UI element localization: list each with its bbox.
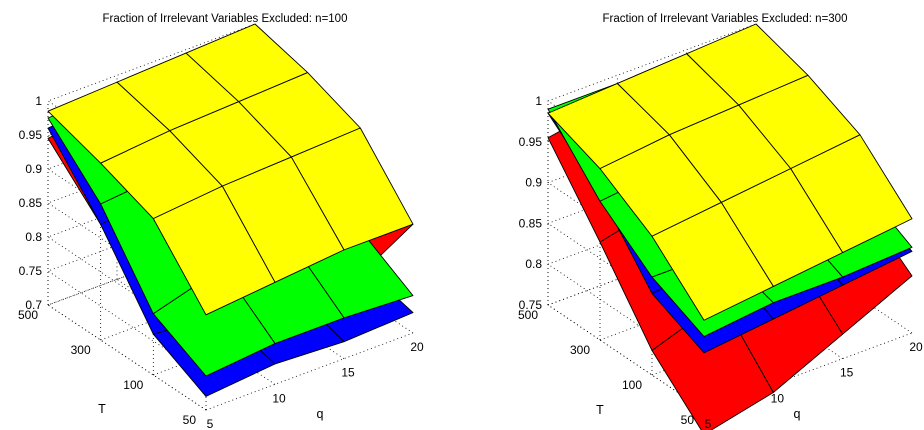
q-axis-label: q <box>794 407 801 421</box>
z-tick-label: 0.8 <box>525 257 542 271</box>
z-gridline <box>547 146 757 329</box>
plot-title: Fraction of Irrelevant Variables Exclude… <box>603 13 848 25</box>
q-tick-label: 15 <box>840 366 854 380</box>
q-axis-label: q <box>317 407 324 421</box>
z-tick-label: 0.95 <box>519 135 543 149</box>
z-tick-label: 0.9 <box>525 176 542 190</box>
z-gridline <box>547 23 757 207</box>
t-axis-label: T <box>98 402 106 416</box>
z-tick-label: 0.75 <box>519 298 543 312</box>
plot-title: Fraction of Irrelevant Variables Exclude… <box>103 13 348 25</box>
t-tick-label: 100 <box>123 378 143 392</box>
z-gridline <box>547 64 757 248</box>
q-tick-label: 20 <box>410 340 424 354</box>
z-tick-label: 0.95 <box>19 128 43 142</box>
t-axis-label: T <box>596 403 604 417</box>
z-tick-label: 0.8 <box>25 230 42 244</box>
q-tick-label: 5 <box>207 417 214 430</box>
q-tick-label: 10 <box>771 391 785 405</box>
plot-n300: Fraction of Irrelevant Variables Exclude… <box>518 13 923 430</box>
q-tick-label: 5 <box>705 417 712 430</box>
yellow-surface <box>547 23 913 321</box>
q-tick-label: 10 <box>272 391 286 405</box>
z-gridline <box>47 23 256 207</box>
t-tick-label: 300 <box>570 343 590 357</box>
surface-facet <box>152 185 276 316</box>
z-tick-label: 0.85 <box>519 216 543 230</box>
floor-gridline <box>547 304 705 411</box>
z-tick-label: 1 <box>535 94 542 108</box>
yellow-surface <box>47 23 414 316</box>
z-tick-label: 0.75 <box>19 264 43 278</box>
z-tick-label: 1 <box>35 94 42 108</box>
floor-gridline <box>205 332 414 411</box>
t-tick-label: 50 <box>681 413 695 427</box>
t-tick-label: 50 <box>183 413 197 427</box>
t-tick-label: 300 <box>71 343 91 357</box>
q-tick-label: 15 <box>341 366 355 380</box>
t-tick-label: 100 <box>622 378 642 392</box>
z-tick-label: 0.85 <box>19 196 43 210</box>
t-tick-label: 500 <box>18 308 38 322</box>
plot-n100: Fraction of Irrelevant Variables Exclude… <box>18 13 424 430</box>
z-gridline <box>547 105 757 288</box>
q-tick-label: 20 <box>909 340 923 354</box>
z-tick-label: 0.7 <box>25 298 42 312</box>
surface-facet <box>651 202 774 321</box>
z-tick-label: 0.9 <box>25 162 42 176</box>
t-tick-label: 500 <box>518 308 538 322</box>
